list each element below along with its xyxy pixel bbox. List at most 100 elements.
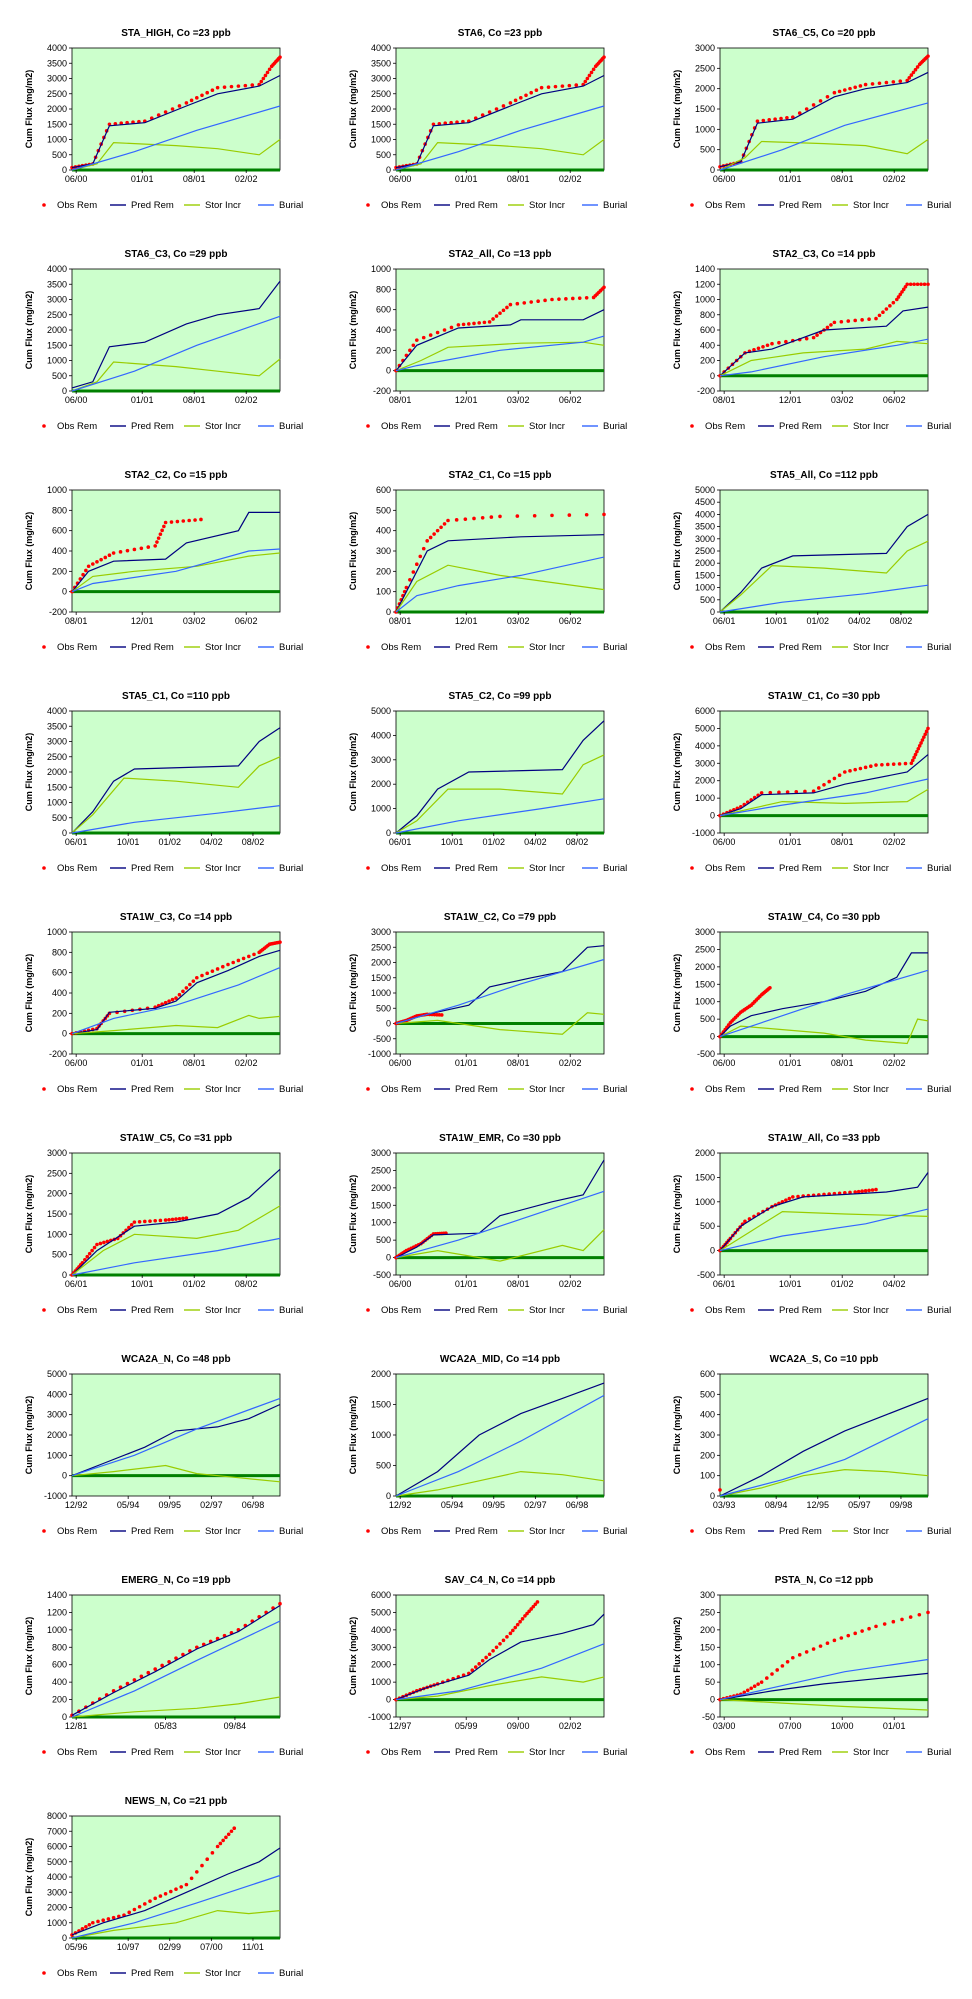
y-tick-label: 3500 [47, 279, 67, 289]
obs-rem-point [900, 290, 904, 294]
stor-incr-line [71, 552, 281, 593]
x-tick-label: 01/01 [455, 1279, 478, 1289]
burial-line [719, 584, 929, 613]
legend-pred-rem-label: Pred Rem [131, 1305, 174, 1316]
legend-obs-rem-label: Obs Rem [57, 1526, 97, 1537]
obs-rem-point [882, 1622, 887, 1626]
y-tick-label: 400 [700, 340, 715, 350]
obs-rem-point [92, 1245, 97, 1250]
obs-rem-point [913, 752, 918, 757]
y-tick-label: -200 [373, 386, 391, 396]
y-tick-label: 1500 [371, 973, 391, 983]
obs-rem-point [796, 1194, 800, 1199]
y-tick-label: 100 [700, 1660, 715, 1670]
x-tick-label: 01/01 [455, 174, 478, 184]
x-tick-label: 03/02 [507, 395, 530, 405]
y-tick-label: 2500 [47, 752, 67, 762]
y-tick-label: 1000 [47, 1229, 67, 1239]
y-tick-label: 8000 [47, 1811, 67, 1821]
obs-rem-point [132, 547, 137, 552]
obs-rem-point [215, 967, 220, 971]
obs-rem-point [250, 83, 255, 87]
obs-rem-point [505, 1635, 509, 1639]
legend-stor-incr-label: Stor Incr [853, 642, 889, 653]
burial-line [395, 1643, 605, 1701]
plot-area [719, 489, 929, 613]
y-tick-label: 3000 [371, 74, 391, 84]
obs-rem-point [494, 314, 499, 318]
obs-rem-point [163, 110, 168, 114]
y-tick-label: 5000 [695, 485, 715, 495]
x-tick-label: 09/95 [482, 1500, 505, 1510]
obs-rem-point [191, 979, 196, 983]
y-tick-label: 4000 [47, 1872, 67, 1882]
y-tick-label: 2000 [695, 776, 715, 786]
chart-panel: STA2_C2, Co =15 ppb -200 0 200 400 600 800 1000… [0, 452, 324, 673]
y-tick-label: 1500 [47, 1209, 67, 1219]
x-tick-label: 04/02 [848, 616, 871, 626]
y-tick-label: 4500 [695, 497, 715, 507]
y-tick-label: 3500 [47, 721, 67, 731]
obs-rem-point [839, 1636, 844, 1640]
obs-rem-point [167, 1217, 171, 1222]
burial-line [71, 315, 281, 392]
x-tick-label: 02/02 [559, 1721, 582, 1731]
obs-rem-point [125, 1681, 130, 1686]
obs-rem-point [749, 1686, 753, 1691]
obs-rem-point [95, 1242, 99, 1247]
obs-rem-point [584, 512, 589, 517]
x-tick-label: 06/02 [235, 616, 258, 626]
stor-incr-line [71, 1205, 281, 1276]
obs-rem-point [184, 101, 189, 105]
obs-rem-point [853, 1631, 857, 1636]
legend-burial-label: Burial [603, 1084, 627, 1095]
x-tick-label: 02/02 [235, 174, 258, 184]
x-tick-label: 02/02 [883, 1058, 906, 1068]
obs-rem-point [785, 1660, 790, 1664]
chart-panel: STA5_C2, Co =99 ppb 0 1000 2000 3000 4000 5000… [324, 673, 648, 894]
x-tick-label: 08/01 [183, 395, 206, 405]
x-tick-label: 02/02 [883, 837, 906, 847]
obs-rem-point [912, 282, 916, 287]
obs-rem-point [752, 1684, 757, 1689]
x-tick-label: 05/97 [848, 1500, 871, 1510]
x-tick-label: 01/02 [806, 616, 829, 626]
legend-obs-rem-marker [690, 645, 694, 649]
obs-rem-point [169, 520, 174, 524]
x-tick-label: 06/02 [559, 395, 582, 405]
y-tick-label: 1500 [371, 119, 391, 129]
obs-rem-point [199, 517, 203, 522]
x-tick-label: 12/95 [806, 1500, 829, 1510]
legend-burial-label: Burial [279, 1305, 303, 1316]
obs-rem-point [162, 524, 166, 529]
obs-rem-point [143, 1902, 147, 1906]
obs-rem-point [843, 1191, 847, 1195]
obs-rem-point [456, 323, 461, 327]
y-tick-label: 500 [700, 595, 715, 605]
obs-rem-point [153, 544, 157, 548]
stor-incr-line [395, 1470, 605, 1497]
y-tick-label: 3000 [371, 927, 391, 937]
legend-stor-incr-label: Stor Incr [853, 1747, 889, 1758]
y-axis-label: Cum Flux (mg/m2) [672, 1617, 682, 1696]
y-tick-label: 3000 [371, 1642, 391, 1652]
obs-rem-point [832, 320, 837, 325]
x-tick-label: 03/02 [507, 616, 530, 626]
obs-rem-point [912, 755, 916, 760]
y-tick-label: 1000 [47, 1625, 67, 1635]
obs-rem-point [236, 958, 241, 963]
legend-obs-rem-label: Obs Rem [705, 421, 745, 432]
obs-rem-point [560, 84, 565, 88]
obs-rem-point [477, 321, 481, 325]
legend-obs-rem-label: Obs Rem [57, 1968, 97, 1979]
obs-rem-point [567, 83, 572, 88]
pred-rem-line [395, 720, 605, 834]
legend-burial-label: Burial [603, 421, 627, 432]
x-tick-label: 01/01 [131, 395, 154, 405]
legend-stor-incr-label: Stor Incr [205, 1084, 241, 1095]
legend-obs-rem-marker [42, 1529, 46, 1533]
obs-rem-point [837, 89, 842, 94]
chart-svg: STA2_C3, Co =14 ppb -200 0 200 400 600 800 1000… [672, 249, 951, 432]
stor-incr-line [395, 1676, 605, 1701]
legend-burial-label: Burial [603, 863, 627, 874]
